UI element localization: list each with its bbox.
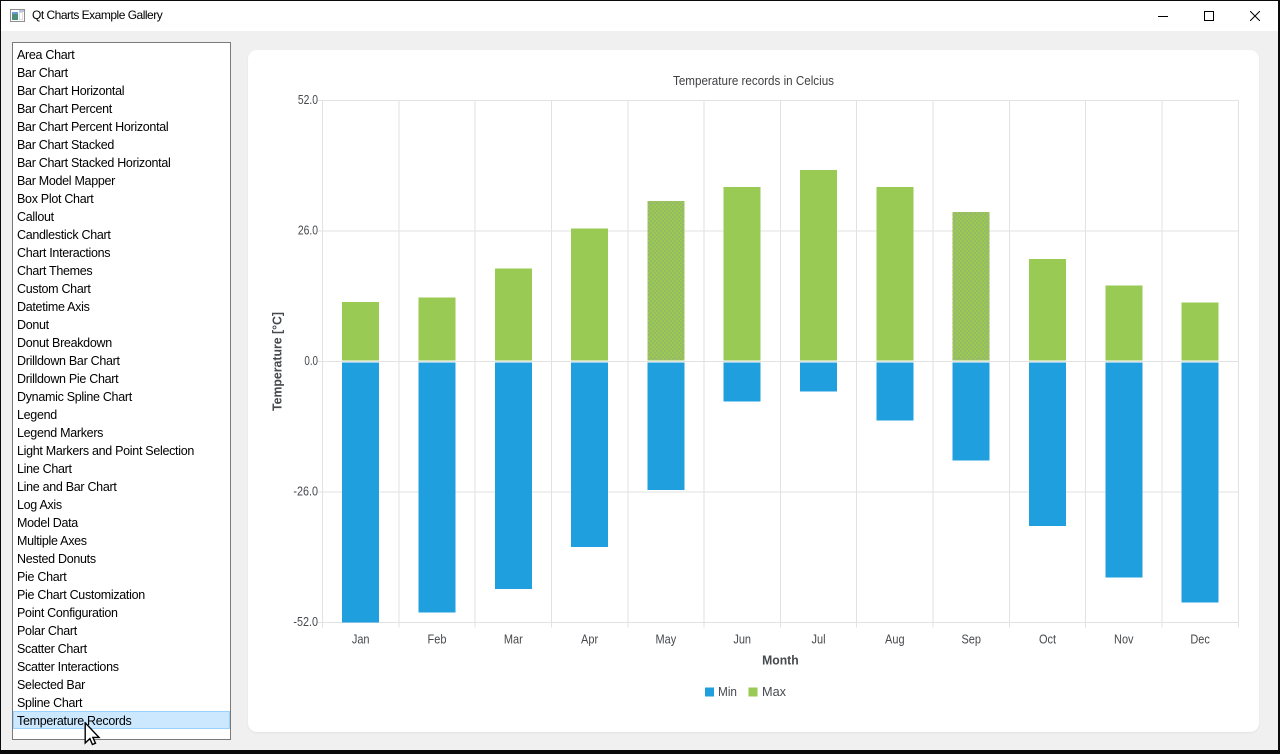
svg-text:-52.0: -52.0 (293, 614, 318, 629)
svg-text:Jul: Jul (812, 631, 826, 646)
svg-text:0.0: 0.0 (304, 353, 318, 368)
svg-text:Max: Max (762, 684, 787, 699)
svg-text:Temperature records in Celcius: Temperature records in Celcius (673, 73, 834, 88)
svg-text:Jun: Jun (733, 631, 751, 646)
svg-text:52.0: 52.0 (298, 92, 318, 107)
svg-text:Aug: Aug (885, 631, 905, 646)
svg-text:Sep: Sep (961, 631, 981, 646)
svg-text:Temperature [°C]: Temperature [°C] (271, 312, 285, 411)
svg-text:Oct: Oct (1039, 631, 1056, 646)
svg-text:Min: Min (718, 684, 737, 699)
svg-text:Feb: Feb (428, 631, 447, 646)
svg-text:26.0: 26.0 (298, 223, 318, 238)
svg-text:Month: Month (762, 654, 799, 668)
svg-text:Jan: Jan (352, 631, 370, 646)
svg-text:Apr: Apr (581, 631, 599, 646)
svg-text:May: May (656, 631, 677, 646)
svg-text:Dec: Dec (1190, 631, 1210, 646)
svg-text:Nov: Nov (1114, 631, 1134, 646)
svg-text:-26.0: -26.0 (293, 484, 318, 499)
svg-text:Mar: Mar (504, 631, 523, 646)
